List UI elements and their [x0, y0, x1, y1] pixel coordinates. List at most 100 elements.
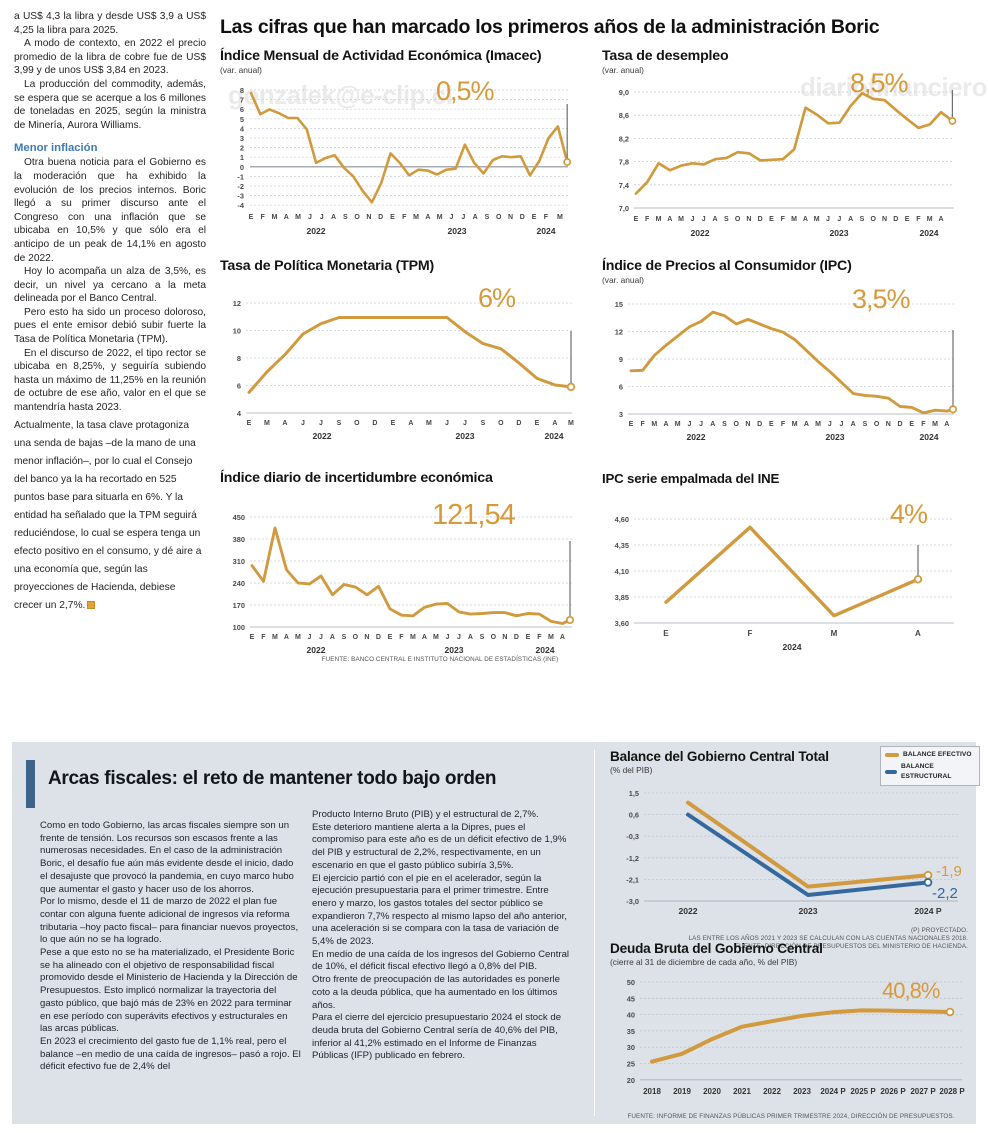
chart-ipc: Índice de Precios al Consumidor (IPC) (v…	[602, 258, 972, 445]
svg-text:F: F	[781, 216, 786, 223]
article-paragraph: La producción del commodity, además, se …	[14, 78, 206, 131]
svg-text:2022: 2022	[686, 432, 705, 442]
svg-text:M: M	[675, 421, 681, 428]
chart-callout-value: 0,5%	[436, 76, 495, 106]
svg-text:3,85: 3,85	[615, 593, 629, 602]
chart-title: Índice de Precios al Consumidor (IPC)	[602, 258, 852, 274]
svg-text:E: E	[247, 420, 252, 427]
accent-bar	[26, 760, 35, 808]
svg-text:2022: 2022	[678, 906, 697, 916]
svg-text:E: E	[249, 214, 254, 221]
data-line	[650, 1008, 952, 1064]
y-axis-labels: 1,5 0,6 -0,3 -1,2 -2,1 -3,0	[626, 789, 639, 906]
svg-text:2024: 2024	[919, 228, 938, 238]
svg-text:F: F	[640, 421, 645, 428]
chart-title: Índice diario de incertidumbre económica	[220, 470, 493, 486]
svg-text:A: A	[282, 420, 287, 427]
chart-plot-area: 4,60 4,35 4,10 3,85 3,60 E F M A 2024	[615, 515, 954, 652]
svg-text:E: E	[769, 421, 774, 428]
last-point-marker-efectivo	[923, 870, 933, 880]
svg-text:50: 50	[627, 978, 635, 987]
svg-text:M: M	[295, 214, 301, 221]
svg-text:O: O	[354, 420, 360, 427]
svg-text:M: M	[656, 216, 662, 223]
svg-text:E: E	[532, 214, 537, 221]
svg-text:F: F	[261, 214, 266, 221]
svg-text:D: D	[514, 634, 519, 641]
svg-text:2023: 2023	[455, 431, 474, 441]
svg-text:2019: 2019	[673, 1087, 691, 1096]
svg-text:7,4: 7,4	[619, 181, 630, 190]
svg-text:F: F	[399, 634, 404, 641]
svg-text:J: J	[457, 634, 461, 641]
svg-text:A: A	[422, 634, 427, 641]
chart-title: Balance del Gobierno Central Total	[610, 749, 829, 764]
svg-text:M: M	[272, 634, 278, 641]
svg-text:4,60: 4,60	[615, 515, 629, 524]
svg-text:6: 6	[619, 383, 623, 392]
svg-text:A: A	[712, 216, 717, 223]
svg-text:O: O	[496, 214, 502, 221]
svg-text:M: M	[932, 421, 938, 428]
svg-text:2024 P: 2024 P	[914, 906, 942, 916]
svg-text:30: 30	[627, 1043, 635, 1052]
page-title: Las cifras que han marcado los primeros …	[220, 16, 880, 38]
svg-text:N: N	[366, 214, 371, 221]
svg-text:E: E	[634, 216, 639, 223]
chart-legend: BALANCE EFECTIVO BALANCE ESTRUCTURAL	[880, 746, 980, 786]
svg-text:35: 35	[627, 1027, 635, 1036]
article-paragraph: En el discurso de 2022, el tipo rector s…	[14, 347, 206, 414]
svg-text:E: E	[390, 214, 395, 221]
svg-text:D: D	[520, 214, 525, 221]
svg-text:A: A	[851, 421, 856, 428]
svg-text:M: M	[272, 214, 278, 221]
x-axis-labels: E F M A	[663, 629, 921, 638]
svg-text:M: M	[295, 634, 301, 641]
svg-text:12: 12	[615, 328, 623, 337]
svg-text:3: 3	[240, 134, 244, 143]
svg-text:A: A	[425, 214, 430, 221]
svg-text:25: 25	[627, 1060, 635, 1069]
chart-tpm: Tasa de Política Monetaria (TPM) 6% 12 1…	[220, 258, 590, 446]
data-label-efectivo: -1,9	[936, 863, 962, 880]
fiscal-paragraph: Producto Interno Bruto (PIB) y el estruc…	[312, 809, 539, 820]
svg-text:D: D	[893, 216, 898, 223]
chart-source-note: FUENTE: INFORME DE FINANZAS PÚBLICAS PRI…	[627, 1113, 955, 1120]
svg-text:0: 0	[240, 163, 244, 172]
fiscal-paragraph: En medio de una caída de los ingresos de…	[312, 948, 570, 973]
gridlines	[634, 518, 954, 624]
last-point-marker	[563, 158, 572, 166]
chart-callout-value: 40,8%	[882, 978, 940, 1003]
svg-text:A: A	[667, 216, 672, 223]
svg-text:O: O	[353, 634, 359, 641]
legend-swatch-icon	[885, 753, 899, 757]
svg-text:2024: 2024	[535, 645, 554, 655]
chart-source-note: (P) PROYECTADO. LAS ENTRE LOS AÑOS 2021 …	[610, 927, 968, 952]
svg-text:M: M	[651, 421, 657, 428]
svg-text:O: O	[735, 216, 741, 223]
y-axis-labels: 50 45 40 35 30 25 20	[627, 978, 635, 1085]
end-mark-icon	[87, 600, 96, 609]
svg-text:M: M	[792, 421, 798, 428]
svg-text:J: J	[699, 421, 703, 428]
chart-plot-area: 8 7 6 5 4 3 2 1 0 -1 -2 -3 -4	[237, 86, 572, 236]
fiscal-paragraph: Como en todo Gobierno, las arcas fiscale…	[40, 820, 294, 895]
svg-text:A: A	[331, 214, 336, 221]
svg-text:D: D	[897, 421, 902, 428]
chart-title: IPC serie empalmada del INE	[602, 471, 780, 486]
svg-text:O: O	[354, 214, 360, 221]
svg-text:E: E	[769, 216, 774, 223]
svg-text:2028 P: 2028 P	[939, 1087, 965, 1096]
svg-text:M: M	[437, 214, 443, 221]
svg-text:2023: 2023	[829, 228, 848, 238]
svg-text:M: M	[264, 420, 270, 427]
last-point-marker	[565, 615, 575, 625]
svg-text:J: J	[319, 634, 323, 641]
chart-incertidumbre: Índice diario de incertidumbre económica…	[220, 470, 590, 663]
svg-text:F: F	[402, 214, 407, 221]
chart-title: Tasa de Política Monetaria (TPM)	[220, 258, 435, 274]
svg-text:M: M	[791, 216, 797, 223]
